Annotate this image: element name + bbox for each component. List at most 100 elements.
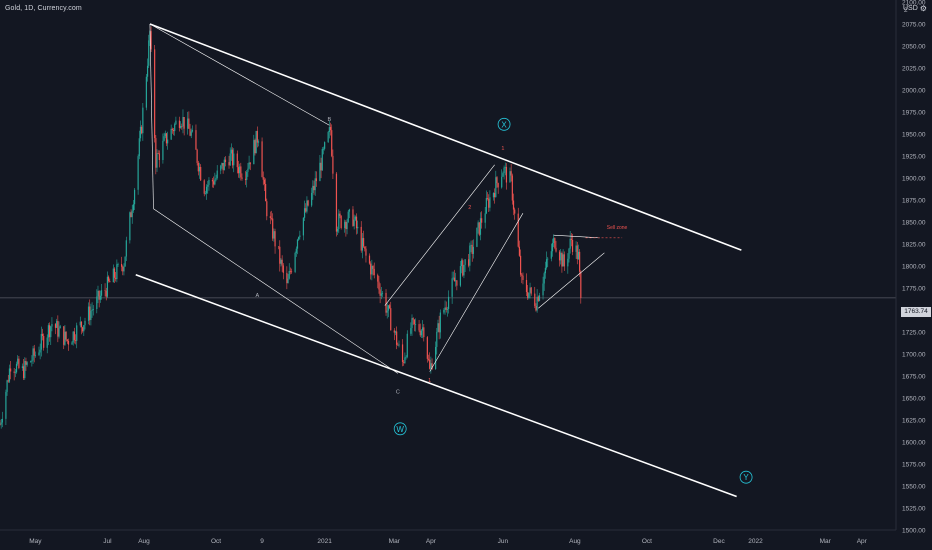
candle-body [122, 266, 124, 272]
candle-body [435, 346, 437, 370]
candle-body [204, 193, 207, 195]
wave-b-line[interactable] [149, 23, 330, 126]
candle-body [570, 238, 572, 240]
candle-body [131, 210, 133, 218]
candle-body [123, 266, 125, 272]
candle-body [517, 213, 519, 247]
candle-body [56, 320, 58, 328]
candle-body [534, 293, 536, 306]
candle-body [58, 328, 60, 337]
candle-body [133, 189, 136, 205]
candle-body [504, 166, 506, 168]
candle-body [555, 247, 557, 252]
candle-body [187, 118, 189, 129]
candle-body [551, 243, 554, 252]
candle-body [17, 358, 19, 364]
price-axis[interactable]: 1500.00 1525.00 1550.00 1575.00 1600.00 1625.… [895, 0, 926, 535]
candle-body [63, 326, 65, 345]
candle-body [571, 239, 574, 252]
candle-body [372, 265, 374, 269]
time-tick-label: 2022 [748, 538, 763, 545]
candle-body [129, 212, 131, 241]
time-tick-label: 9 [260, 538, 264, 545]
currency-label: USD [903, 5, 918, 12]
candle-body [255, 130, 257, 154]
left-edge-line[interactable] [149, 23, 154, 209]
candle-body [481, 218, 483, 223]
wave-label: W [396, 425, 404, 434]
candle-body [419, 330, 421, 336]
candle-body [148, 40, 150, 66]
price-tick-label: 1775.00 [902, 286, 926, 293]
candle-body [324, 142, 326, 149]
candle-body [412, 318, 414, 320]
candle-body [319, 162, 321, 182]
candle-body [71, 342, 73, 345]
candle-body [25, 360, 27, 365]
candle-body [331, 130, 333, 156]
candle-body [92, 308, 94, 310]
candle-body [26, 362, 28, 365]
candle-body [97, 290, 99, 297]
time-axis[interactable]: May Jul Aug Oct 9 2021 Mar Apr Jun Aug Oct Dec 2022 M… [0, 529, 896, 545]
candle-body [175, 120, 177, 125]
wave-circle [739, 470, 753, 484]
candle-body [451, 278, 453, 297]
candle-body [554, 238, 556, 248]
triangle-upper[interactable] [553, 234, 600, 239]
candle-body [377, 275, 379, 282]
price-tick-label: 1900.00 [902, 176, 926, 183]
candle-body [511, 175, 513, 201]
candle-body [224, 159, 227, 163]
candle-body [221, 163, 223, 166]
candle-body [23, 366, 25, 379]
candle-body [216, 170, 218, 179]
candle-body [405, 356, 407, 358]
triangle-lower[interactable] [538, 252, 605, 309]
candle-body [354, 216, 356, 220]
candle-body [73, 331, 75, 341]
candle-body [170, 128, 172, 140]
symbol-title[interactable]: Gold, 1D, Currency.com [5, 5, 82, 12]
wave-label: C [396, 390, 400, 396]
rising-channel-lower[interactable] [429, 213, 524, 372]
price-tick-label: 1650.00 [902, 396, 926, 403]
lower-channel-line[interactable] [135, 274, 737, 498]
candle-body [512, 200, 515, 210]
candle-body [580, 271, 582, 298]
drawings-layer[interactable]: Sell zone [135, 23, 742, 498]
candle-body [470, 244, 472, 246]
gear-icon[interactable]: ⚙ [919, 4, 927, 13]
candle-body [14, 372, 16, 374]
candle-body [311, 192, 313, 206]
candle-body [289, 270, 292, 272]
candle-body [141, 126, 143, 134]
candle-body [162, 140, 164, 161]
rising-channel-upper[interactable] [384, 164, 495, 306]
candle-body [178, 120, 181, 128]
candle-body [240, 166, 242, 178]
candle-body [157, 153, 159, 154]
candle-body [401, 344, 404, 362]
candle-body [337, 229, 339, 232]
candle-body [91, 309, 93, 311]
candle-body [233, 153, 235, 166]
candle-body [189, 128, 191, 136]
candle-body [452, 277, 454, 279]
candle-body [446, 308, 449, 310]
candle-body [213, 181, 215, 185]
candle-body [220, 165, 222, 171]
price-tick-label: 1525.00 [902, 506, 926, 513]
wave-labels-layer: A B C 1 1 2 X W Y [256, 117, 753, 484]
candle-body [522, 275, 524, 280]
candle-body [180, 126, 182, 128]
candle-body [137, 156, 139, 190]
currency-selector[interactable]: USD ⚙ [903, 4, 927, 13]
upper-channel-line[interactable] [149, 23, 742, 251]
candle-body [306, 200, 308, 212]
wave-c-line[interactable] [153, 208, 398, 374]
candle-body [362, 238, 365, 247]
candle-body [197, 162, 199, 172]
candle-body [518, 246, 521, 256]
